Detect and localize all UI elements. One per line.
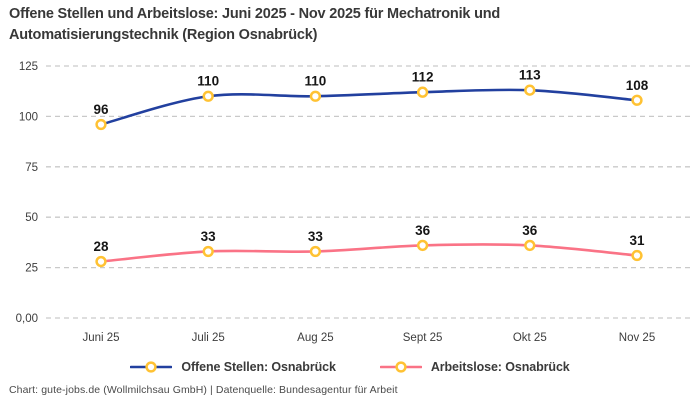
data-point-label: 31 <box>629 233 645 248</box>
legend-line-marker-icon <box>130 361 173 373</box>
data-point-marker <box>202 245 214 258</box>
x-tick-label: Juni 25 <box>82 332 119 344</box>
x-tick-label: Aug 25 <box>297 332 333 344</box>
y-tick-label: 50 <box>25 212 38 224</box>
y-tick-label: 0,00 <box>16 313 38 325</box>
x-tick-label: Okt 25 <box>513 332 547 344</box>
legend-label: Offene Stellen: Osnabrück <box>181 360 336 374</box>
data-point-marker <box>524 84 536 96</box>
data-point-marker <box>631 94 643 106</box>
data-point-label: 33 <box>201 229 217 244</box>
data-point-label: 96 <box>93 102 109 117</box>
legend-label: Arbeitslose: Osnabrück <box>430 360 570 374</box>
data-point-marker <box>309 245 322 258</box>
data-point-label: 113 <box>519 68 541 83</box>
data-point-label: 112 <box>412 70 434 85</box>
series-line-blue <box>99 88 639 126</box>
chart-title: Offene Stellen und Arbeitslose: Juni 202… <box>9 6 501 43</box>
y-tick-label: 100 <box>19 111 38 123</box>
data-point-marker <box>309 90 322 102</box>
data-point-label: 110 <box>305 74 327 89</box>
data-point-label: 33 <box>308 229 324 244</box>
data-point-marker <box>524 239 536 252</box>
y-tick-label: 25 <box>25 263 38 275</box>
legend-item[interactable]: Arbeitslose: Osnabrück <box>379 360 570 374</box>
legend-item[interactable]: Offene Stellen: Osnabrück <box>130 360 336 374</box>
data-point-label: 36 <box>522 223 538 238</box>
x-tick-label: Juli 25 <box>192 332 225 344</box>
data-point-label: 36 <box>415 223 431 238</box>
data-point-label: 28 <box>93 239 109 254</box>
data-point-marker <box>202 90 214 102</box>
data-point-label: 108 <box>626 78 649 93</box>
x-tick-label: Nov 25 <box>619 332 655 344</box>
data-point-marker <box>95 118 107 131</box>
x-tick-label: Sept 25 <box>403 332 443 344</box>
data-point-marker <box>416 239 429 252</box>
data-point-marker <box>416 86 429 98</box>
data-point-label: 110 <box>197 74 219 89</box>
legend-line-marker-icon <box>379 361 422 373</box>
data-point-marker <box>631 249 643 262</box>
chart-footer: Chart: gute-jobs.de (Wollmilchsau GmbH) … <box>9 384 398 396</box>
chart-legend: Offene Stellen: Osnabrück Arbeitslose: Os… <box>0 360 700 374</box>
data-point-marker <box>95 255 107 268</box>
y-tick-label: 75 <box>25 162 38 174</box>
series-line-pink <box>99 243 639 263</box>
y-tick-label: 125 <box>19 61 38 73</box>
